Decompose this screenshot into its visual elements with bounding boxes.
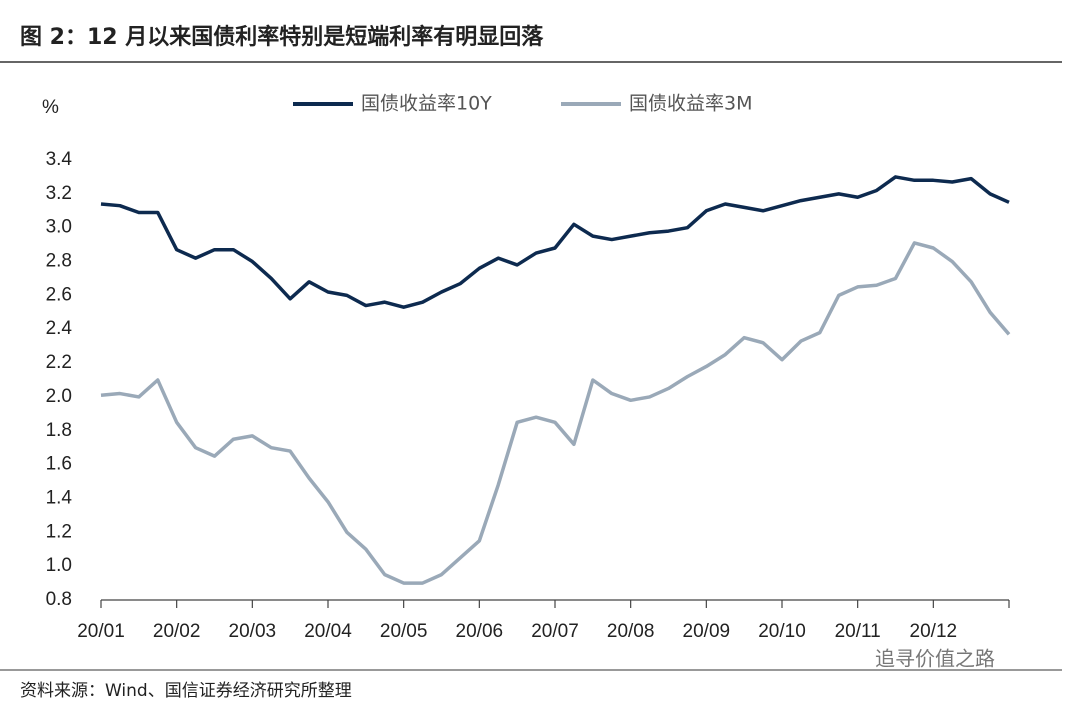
- watermark: 追寻价值之路: [875, 647, 995, 671]
- chart-title: 图 2：12 月以来国债利率特别是短端利率有明显回落: [20, 24, 544, 50]
- source-note: 资料来源：Wind、国信证券经济研究所整理: [20, 681, 352, 701]
- y-tick-label: 2.2: [46, 352, 72, 373]
- x-tick-label: 20/07: [531, 621, 579, 642]
- y-tick-label: 2.8: [46, 251, 72, 272]
- x-tick-label: 20/03: [229, 621, 277, 642]
- x-tick-label: 20/10: [758, 621, 806, 642]
- y-tick-label: 1.4: [46, 487, 73, 508]
- y-tick-label: 2.0: [46, 386, 72, 407]
- y-tick-label: 0.8: [46, 589, 72, 610]
- legend-label: 国债收益率3M: [629, 93, 752, 115]
- y-tick-label: 3.4: [46, 149, 73, 170]
- x-tick-label: 20/04: [304, 621, 352, 642]
- x-tick-label: 20/12: [910, 621, 958, 642]
- y-tick-label: 1.8: [46, 420, 72, 441]
- x-tick-label: 20/11: [835, 621, 881, 642]
- y-tick-label: 2.4: [46, 318, 73, 339]
- legend-label: 国债收益率10Y: [361, 93, 492, 115]
- series-line: [100, 175, 1010, 309]
- x-tick-label: 20/06: [456, 621, 504, 642]
- x-tick-label: 20/01: [77, 621, 125, 642]
- y-tick-label: 3.0: [46, 217, 72, 238]
- series-line: [100, 241, 1011, 585]
- x-tick-label: 20/02: [153, 621, 201, 642]
- x-tick-label: 20/05: [380, 621, 428, 642]
- y-tick-label: 1.2: [46, 521, 72, 542]
- y-tick-label: 2.6: [46, 284, 72, 305]
- y-axis-label: %: [42, 97, 59, 118]
- y-tick-label: 1.6: [46, 454, 72, 475]
- x-tick-label: 20/08: [607, 621, 655, 642]
- y-tick-label: 3.2: [46, 183, 72, 204]
- x-tick-label: 20/09: [683, 621, 731, 642]
- y-tick-label: 1.0: [46, 555, 72, 576]
